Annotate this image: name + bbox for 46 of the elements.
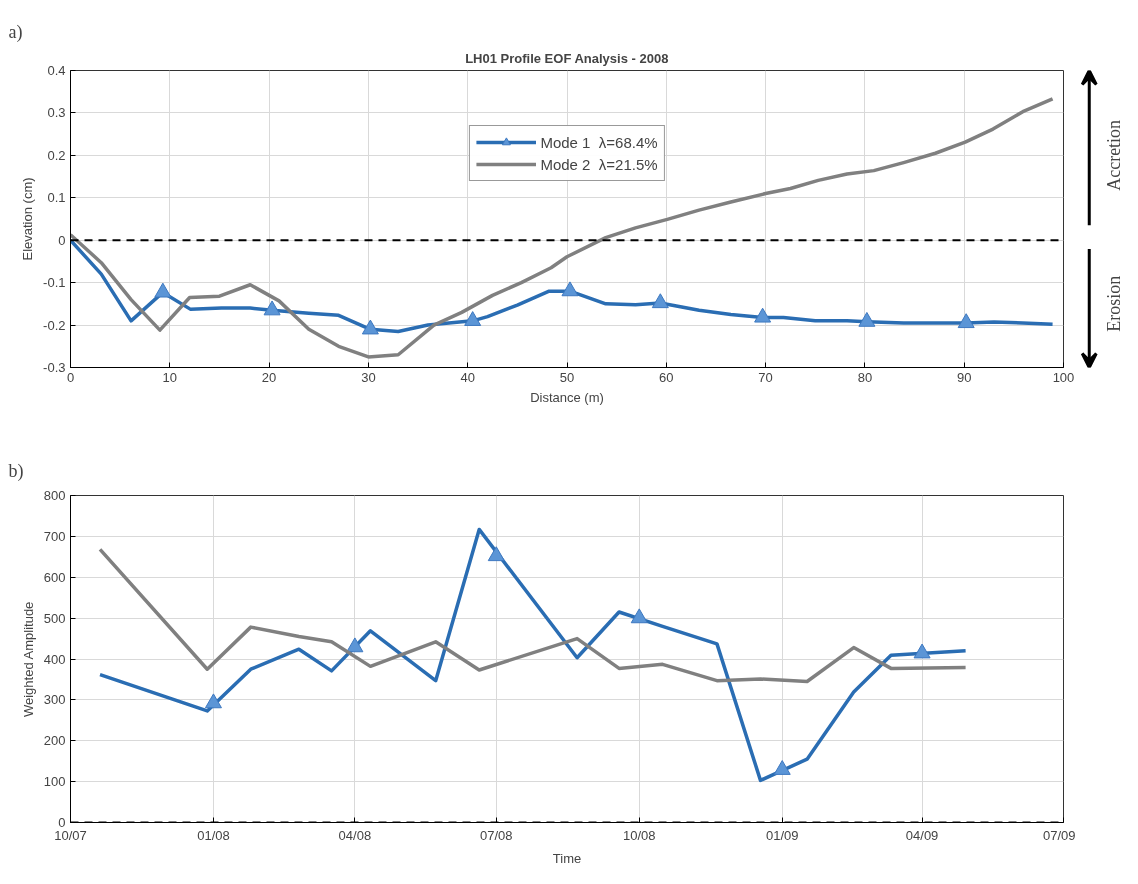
x-tick-label: 04/08 — [338, 827, 372, 843]
y-tick-label: 800 — [43, 488, 66, 503]
text: b) — [8, 460, 24, 482]
x-tick-label: 30 — [361, 369, 376, 385]
y-tick-label: 0.3 — [47, 105, 66, 121]
x-tick-label: 01/09 — [765, 827, 799, 843]
y-tick-label: 0 — [58, 232, 66, 248]
x-tick-label: 70 — [758, 369, 773, 385]
y-tick-label: 500 — [43, 610, 66, 626]
x-tick-label: 07/08 — [480, 827, 513, 843]
text: a) — [8, 21, 23, 43]
y-tick-label: 400 — [43, 651, 66, 667]
x-tick-label: 90 — [956, 369, 972, 385]
y-tick-label: 700 — [43, 528, 66, 544]
y-tick-label: 200 — [43, 733, 66, 749]
x-axis-title: Time — [552, 850, 582, 866]
y-tick-label: 600 — [43, 569, 66, 585]
chart-title: LH01 Profile EOF Analysis - 2008 — [465, 50, 669, 66]
y-tick-label: -0.2 — [43, 317, 66, 333]
text: Erosion — [1104, 275, 1124, 332]
y-tick-label: 300 — [43, 692, 66, 708]
x-tick-label: 10 — [162, 369, 178, 385]
y-axis-title: Weighted Amplitude — [20, 601, 36, 718]
x-tick-label: 80 — [857, 369, 873, 385]
legend-label: Mode 1 λ=68.4% — [540, 133, 658, 151]
x-axis-title: Distance (m) — [530, 389, 604, 405]
y-tick-label: 100 — [43, 774, 66, 790]
x-tick-label: 20 — [261, 369, 277, 385]
x-tick-label: 01/08 — [197, 827, 230, 843]
text: Accretion — [1104, 119, 1124, 191]
x-tick-label: 07/09 — [1042, 827, 1076, 843]
y-tick-label: -0.1 — [43, 275, 66, 291]
legend-label: Mode 2 λ=21.5% — [540, 155, 658, 173]
y-tick-label: 0 — [58, 815, 66, 830]
x-tick-label: 100 — [1052, 369, 1075, 385]
x-tick-label: 60 — [659, 369, 674, 385]
x-tick-label: 40 — [460, 369, 475, 385]
x-tick-label: 10/07 — [54, 827, 87, 843]
y-tick-label: 0.4 — [47, 63, 66, 78]
y-tick-label: 0.2 — [47, 147, 66, 163]
y-tick-label: 0.1 — [47, 190, 66, 206]
x-tick-label: 10/08 — [622, 827, 656, 843]
y-tick-label: -0.3 — [43, 360, 66, 375]
x-tick-label: 50 — [559, 369, 575, 385]
x-tick-label: 04/09 — [905, 827, 939, 843]
y-axis-title: Elevation (cm) — [20, 177, 36, 261]
